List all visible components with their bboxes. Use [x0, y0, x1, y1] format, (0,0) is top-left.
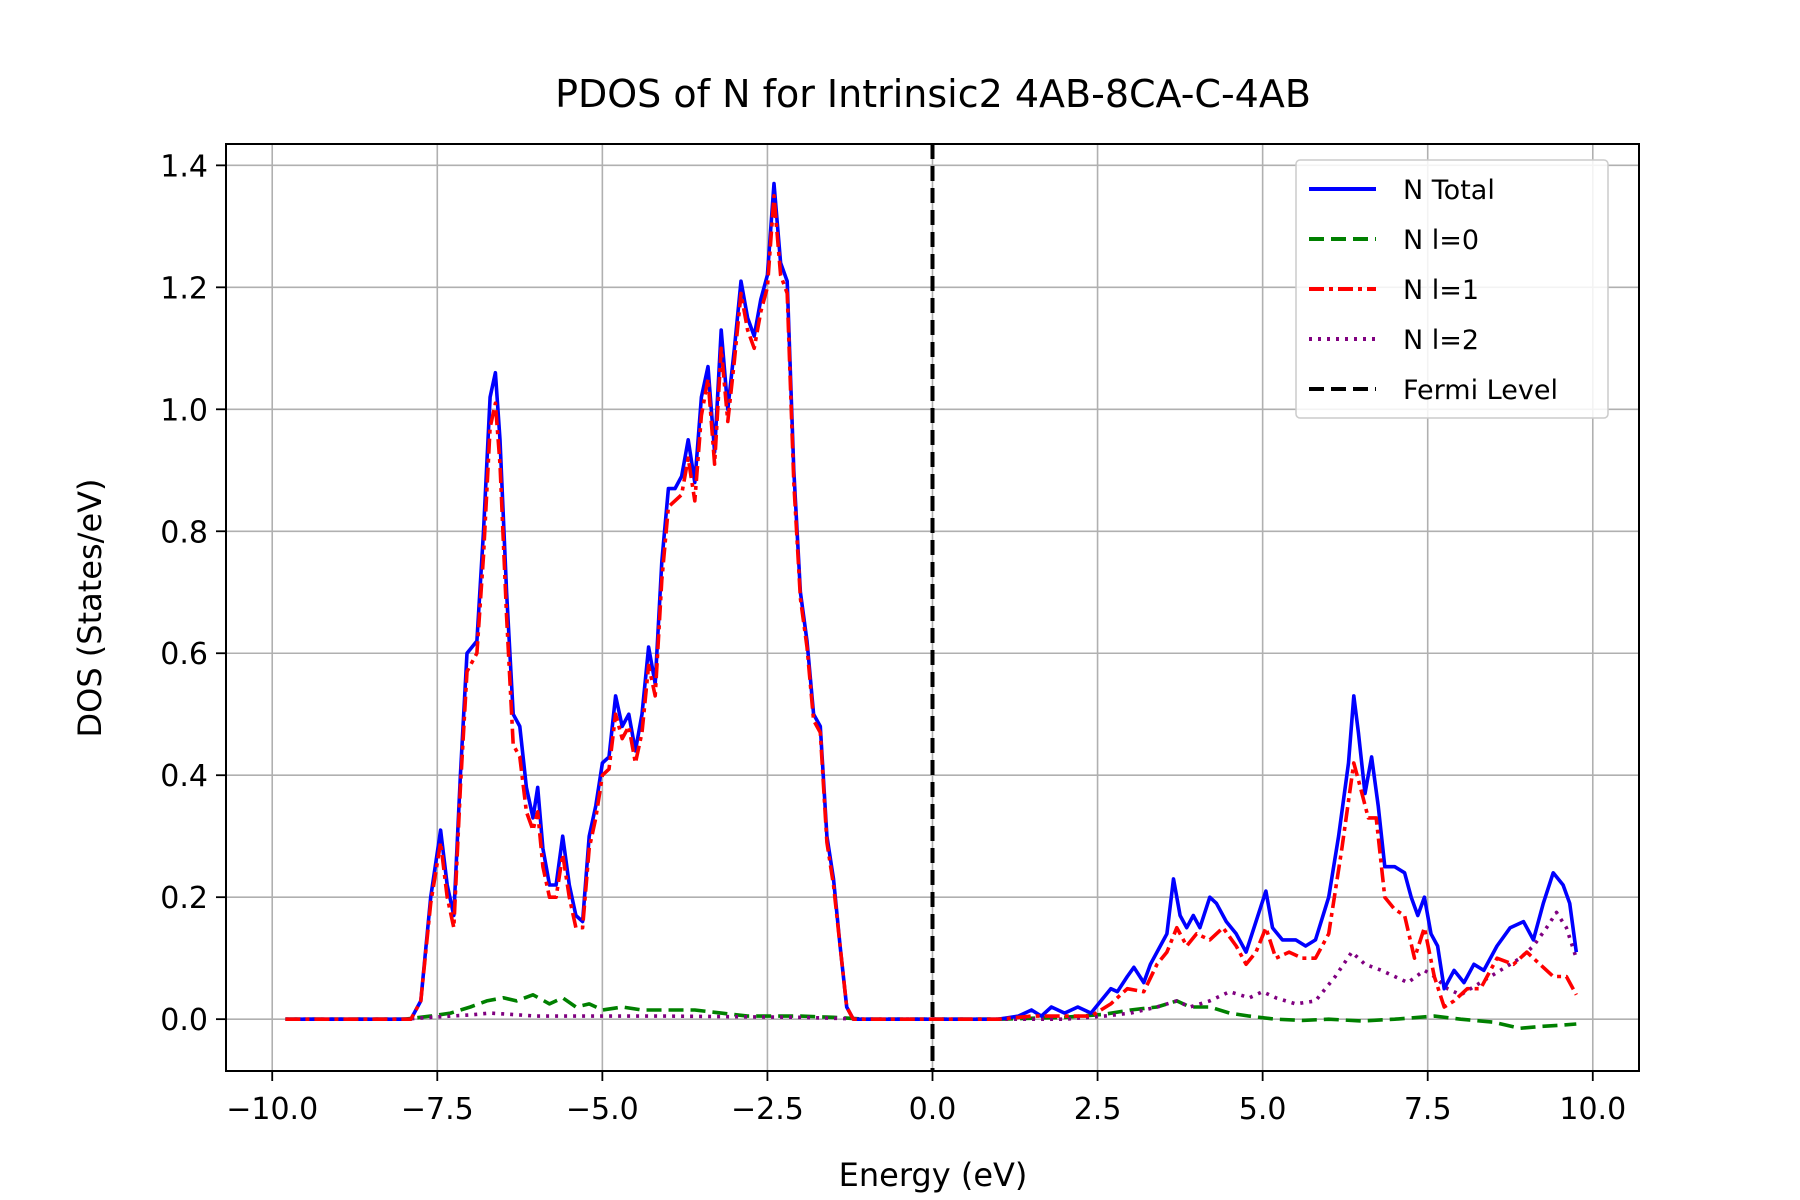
x-tick-label: 5.0 [1239, 1092, 1287, 1127]
x-tick-label: 2.5 [1074, 1092, 1122, 1127]
x-axis-label: Energy (eV) [839, 1156, 1028, 1194]
x-tick-label: 10.0 [1559, 1092, 1626, 1127]
x-tick-label: −5.0 [566, 1092, 639, 1127]
plot-lines [285, 144, 1579, 1071]
y-tick-label: 0.2 [160, 881, 208, 916]
y-tick-label: 0.0 [160, 1003, 208, 1038]
series-line-n-l-2 [285, 910, 1579, 1022]
y-tick-label: 1.2 [160, 271, 208, 306]
legend-label-n-l-1: N l=1 [1403, 275, 1479, 306]
legend-label-fermi-level: Fermi Level [1403, 375, 1558, 406]
x-tick-label: −7.5 [401, 1092, 474, 1127]
legend: N Total N l=0 N l=1 N l=2 Fermi Level [1295, 159, 1609, 419]
legend-label-n-l-2: N l=2 [1403, 325, 1479, 356]
legend-label-n-total: N Total [1403, 175, 1495, 206]
y-tick-label: 0.8 [160, 515, 208, 550]
x-tick-label: −10.0 [226, 1092, 318, 1127]
y-tick-label: 1.4 [160, 149, 208, 184]
y-tick-label: 0.4 [160, 759, 208, 794]
x-tick-label: −2.5 [731, 1092, 804, 1127]
y-axis-label: DOS (States/eV) [71, 478, 109, 737]
x-tick-label: 0.0 [909, 1092, 957, 1127]
axis-ticks: −10.0 −7.5 −5.0 −2.5 0.0 2.5 5.0 7.5 10.0 0.0 0.2 0… [160, 149, 1626, 1127]
x-tick-label: 7.5 [1404, 1092, 1452, 1127]
y-tick-label: 1.0 [160, 393, 208, 428]
chart-title: PDOS of N for Intrinsic2 4AB-8CA-C-4AB [555, 72, 1311, 116]
series-line-n-l-1 [285, 194, 1578, 1022]
legend-box [1295, 159, 1609, 419]
legend-label-n-l-0: N l=0 [1403, 225, 1479, 256]
y-tick-label: 0.6 [160, 637, 208, 672]
